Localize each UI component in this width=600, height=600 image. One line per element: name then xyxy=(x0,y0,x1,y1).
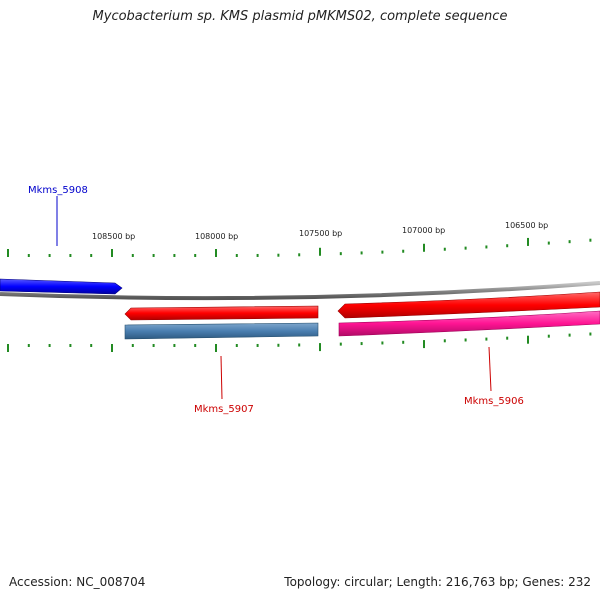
feature-mkms-5907-secondary xyxy=(124,322,319,340)
ruler-label-106500: 106500 bp xyxy=(505,221,548,230)
ruler-label-108500: 108500 bp xyxy=(92,232,135,241)
accession-label: Accession: NC_008704 xyxy=(9,575,146,589)
ruler-ticks-outer xyxy=(7,237,592,257)
leader-line-mkms-5907 xyxy=(220,355,223,400)
ruler-label-108000: 108000 bp xyxy=(195,232,238,241)
gene-label-mkms-5908[interactable]: Mkms_5908 xyxy=(28,185,88,196)
gene-mkms-5908[interactable] xyxy=(0,278,123,295)
gene-label-mkms-5906[interactable]: Mkms_5906 xyxy=(464,396,524,407)
leader-line-mkms-5906 xyxy=(488,346,492,392)
gene-mkms-5907[interactable] xyxy=(124,305,319,321)
ruler-label-107500: 107500 bp xyxy=(299,229,342,238)
map-title: Mycobacterium sp. KMS plasmid pMKMS02, c… xyxy=(92,9,508,24)
gene-label-mkms-5907[interactable]: Mkms_5907 xyxy=(194,404,254,415)
ruler-ticks-inner xyxy=(7,332,592,352)
ruler-label-107000: 107000 bp xyxy=(402,226,445,235)
sequence-summary: Topology: circular; Length: 216,763 bp; … xyxy=(284,575,591,589)
feature-mkms-5906-secondary xyxy=(338,310,600,337)
plasmid-backbone xyxy=(0,281,600,301)
